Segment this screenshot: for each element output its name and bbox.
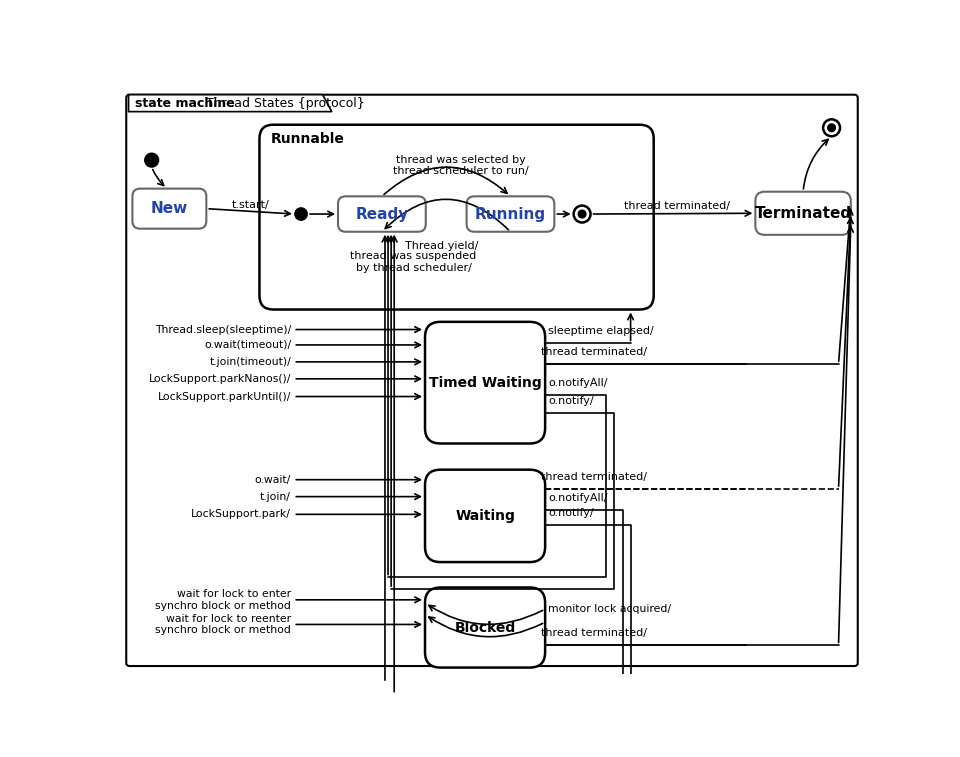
Text: t.join(timeout)/: t.join(timeout)/ (209, 357, 291, 367)
Text: LockSupport.parkUntil()/: LockSupport.parkUntil()/ (157, 391, 291, 401)
Text: sleeptime elapsed/: sleeptime elapsed/ (548, 326, 654, 336)
Text: wait for lock to enter
synchro block or method: wait for lock to enter synchro block or … (156, 589, 291, 611)
Circle shape (578, 210, 586, 218)
FancyBboxPatch shape (425, 322, 545, 444)
Text: o.notify/: o.notify/ (548, 508, 594, 519)
Text: t.join/: t.join/ (260, 491, 291, 502)
FancyBboxPatch shape (338, 196, 426, 232)
FancyBboxPatch shape (467, 196, 554, 232)
Text: o.wait/: o.wait/ (254, 475, 291, 484)
Text: Ready: Ready (355, 207, 409, 222)
Text: thread was suspended
by thread scheduler/: thread was suspended by thread scheduler… (350, 251, 476, 273)
Text: New: New (151, 201, 188, 217)
Text: wait for lock to reenter
synchro block or method: wait for lock to reenter synchro block o… (156, 614, 291, 635)
Text: thread terminated/: thread terminated/ (541, 347, 647, 357)
FancyBboxPatch shape (259, 125, 654, 310)
Text: LockSupport.parkNanos()/: LockSupport.parkNanos()/ (149, 374, 291, 384)
Text: Runnable: Runnable (271, 132, 345, 145)
Text: o.notifyAll/: o.notifyAll/ (548, 493, 608, 503)
Text: state machine: state machine (134, 97, 234, 110)
FancyBboxPatch shape (756, 192, 851, 235)
FancyBboxPatch shape (132, 188, 206, 229)
Text: Thread.yield/: Thread.yield/ (405, 241, 479, 251)
Text: Running: Running (475, 207, 546, 222)
Text: thread terminated/: thread terminated/ (624, 201, 730, 211)
Text: Thread States {protocol}: Thread States {protocol} (202, 97, 365, 110)
Text: Thread.sleep(sleeptime)/: Thread.sleep(sleeptime)/ (155, 325, 291, 335)
Text: Waiting: Waiting (455, 509, 515, 523)
Text: LockSupport.park/: LockSupport.park/ (191, 509, 291, 519)
Circle shape (828, 124, 835, 132)
Circle shape (145, 153, 158, 167)
FancyBboxPatch shape (425, 469, 545, 562)
FancyBboxPatch shape (425, 587, 545, 668)
Text: o.wait(timeout)/: o.wait(timeout)/ (204, 340, 291, 350)
Text: o.notifyAll/: o.notifyAll/ (548, 378, 608, 388)
Text: thread terminated/: thread terminated/ (541, 628, 647, 638)
Text: monitor lock acquired/: monitor lock acquired/ (548, 604, 671, 614)
Text: o.notify/: o.notify/ (548, 396, 594, 406)
Polygon shape (129, 95, 332, 111)
FancyBboxPatch shape (127, 95, 857, 666)
Circle shape (574, 206, 590, 223)
Circle shape (823, 120, 840, 136)
Text: Terminated: Terminated (755, 206, 852, 221)
Text: Blocked: Blocked (454, 621, 516, 634)
Text: Timed Waiting: Timed Waiting (429, 375, 541, 390)
Text: t.start/: t.start/ (232, 200, 270, 210)
Circle shape (295, 208, 307, 220)
Text: thread was selected by
thread scheduler to run/: thread was selected by thread scheduler … (394, 154, 529, 176)
Text: thread terminated/: thread terminated/ (541, 472, 647, 482)
